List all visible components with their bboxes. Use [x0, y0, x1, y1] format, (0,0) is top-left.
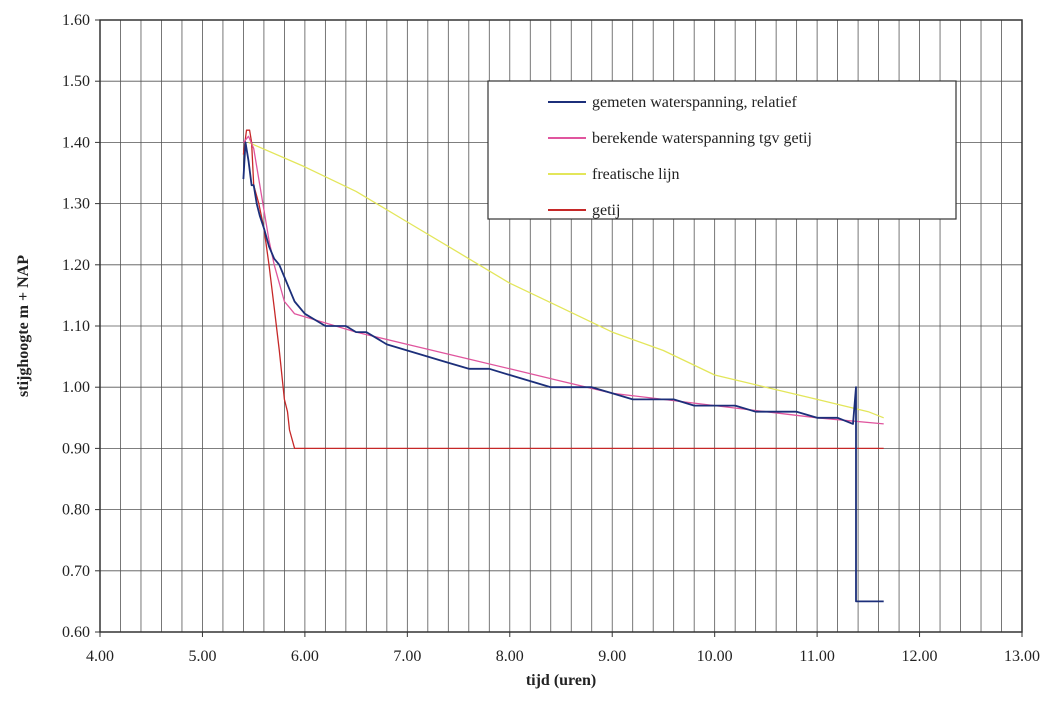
x-axis: 4.00 5.00 6.00 7.00 8.00 9.00 10.00 11.00 12.00 1…	[86, 632, 1040, 665]
x-tick-label: 8.00	[496, 648, 524, 665]
legend-box	[487, 80, 957, 220]
y-tick-label: 1.60	[62, 12, 90, 29]
x-tick-label: 6.00	[291, 648, 319, 665]
y-tick-label: 1.40	[62, 134, 90, 151]
y-tick-label: 0.70	[62, 563, 90, 580]
y-tick-label: 1.00	[62, 379, 90, 396]
series-line-3	[248, 141, 884, 419]
y-tick-label: 0.60	[62, 624, 90, 641]
x-tick-label: 9.00	[598, 648, 626, 665]
x-tick-label: 5.00	[188, 648, 216, 665]
x-tick-label: 4.00	[86, 648, 114, 665]
x-tick-label: 10.00	[697, 648, 733, 665]
legend-label: getij	[592, 202, 620, 219]
x-tick-label: 7.00	[393, 648, 421, 665]
y-tick-label: 0.90	[62, 440, 90, 457]
series-layer	[242, 129, 884, 603]
y-tick-label: 0.80	[62, 502, 90, 519]
y-tick-label: 1.10	[62, 318, 90, 335]
legend-label: freatische lijn	[592, 166, 680, 183]
y-tick-label: 1.30	[62, 196, 90, 213]
y-axis: 0.60 0.70 0.80 0.90 1.00 1.10 1.20 1.30 1.40 1.50…	[62, 12, 100, 641]
x-tick-label: 13.00	[1004, 648, 1040, 665]
y-tick-label: 1.20	[62, 257, 90, 274]
legend: gemeten waterspanning, relatief berekende…	[487, 80, 957, 220]
series-line-2	[242, 135, 884, 425]
legend-label: berekende waterspanning tgv getij	[592, 130, 812, 147]
y-axis-title: stijghoogte m + NAP	[15, 255, 32, 397]
x-axis-title: tijd (uren)	[526, 672, 596, 689]
y-tick-label: 1.50	[62, 73, 90, 90]
legend-label: gemeten waterspanning, relatief	[592, 94, 797, 111]
series-line-1	[242, 141, 884, 603]
series-line-4	[242, 129, 884, 450]
x-tick-label: 12.00	[902, 648, 938, 665]
x-tick-label: 11.00	[799, 648, 834, 665]
